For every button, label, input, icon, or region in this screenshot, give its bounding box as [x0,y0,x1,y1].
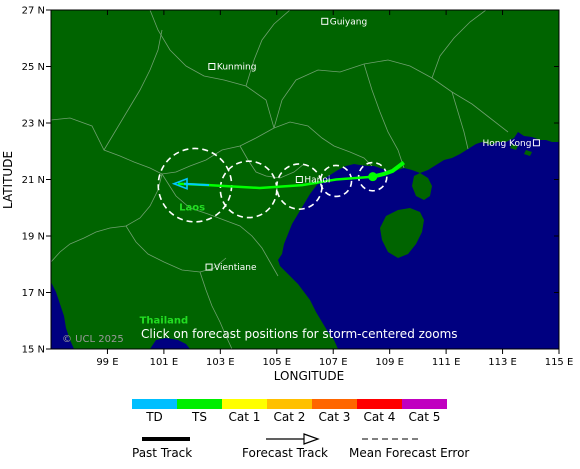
category-label: Cat 5 [409,410,441,424]
category-swatch [222,399,267,409]
city-label: Vientiane [214,263,257,273]
category-label: Cat 1 [229,410,261,424]
error-circle[interactable] [319,164,353,198]
y-tick-label: 25 N [22,62,45,73]
x-tick-label: 101 E [150,357,179,368]
city-markers: Guiyang Kunming Hong Kong Hanoi Vientiane [205,17,540,273]
category-swatch [357,399,402,409]
city-marker-icon [208,63,216,70]
x-tick-label: 107 E [319,357,348,368]
category-swatch [402,399,447,409]
x-tick-label: 105 E [262,357,291,368]
x-tick-label: 113 E [488,357,517,368]
past-track-line [372,160,406,179]
forecast-arrow-icon [171,177,188,190]
y-tick-label: 23 N [22,119,45,130]
category-label: TS [191,410,207,424]
category-label: Cat 4 [364,410,396,424]
error-circle[interactable] [219,160,278,219]
y-tick-label: 27 N [22,6,45,17]
hk-islands [510,144,532,156]
x-tick-label: 109 E [375,357,404,368]
x-tick-label: 115 E [545,357,574,368]
city-label: Hanoi [304,176,330,186]
category-swatch [177,399,222,409]
country-label: Thailand [140,316,189,327]
y-tick-label: 19 N [22,232,45,243]
category-swatch [312,399,357,409]
category-legend: TD TS Cat 1 Cat 2 Cat 3 Cat 4 Cat 5 [132,399,447,424]
forecast-track-label: Forecast Track [242,446,328,460]
past-track-label: Past Track [132,446,192,460]
credit-text: © UCL 2025 [62,334,124,345]
sea-area [278,132,559,349]
hainan-island [380,208,424,258]
country-labels: Laos Thailand [140,203,206,327]
x-tick-label: 99 E [96,357,118,368]
borders [51,10,509,349]
category-label: Cat 2 [274,410,306,424]
gulf-of-thailand [150,338,190,349]
x-axis-title: LONGITUDE [274,369,344,383]
y-tick-label: 21 N [22,175,45,186]
y-axis-title: LATITUDE [1,151,15,209]
arrow-icon [303,433,320,445]
forecast-track-legend: Forecast Track [242,433,328,460]
category-swatch [132,399,177,409]
city-marker-icon [295,176,303,183]
current-position-marker[interactable] [368,172,378,182]
x-tick-label: 111 E [432,357,461,368]
zoom-hint-text: Click on forecast positions for storm-ce… [141,327,458,341]
city-label: Hong Kong [482,139,531,149]
leizhou-peninsula [412,173,432,200]
storm-tracks [171,160,406,190]
forecast-td-segment [183,182,210,187]
city-label: Guiyang [330,17,367,27]
city-marker-icon [205,263,213,271]
y-tick-label: 17 N [22,288,45,299]
city-marker-icon [321,17,329,25]
error-legend: Mean Forecast Error [349,438,469,460]
city-marker-icon [532,139,540,147]
country-label: Laos [179,203,205,214]
category-swatch [267,399,312,409]
y-tick-label: 15 N [22,345,45,356]
x-tick-label: 103 E [206,357,235,368]
error-label: Mean Forecast Error [349,446,469,460]
category-label: TD [145,410,163,424]
past-track-legend: Past Track [132,437,192,460]
andaman-sea [51,282,74,349]
category-label: Cat 3 [319,410,351,424]
city-label: Kunming [217,63,257,73]
map-area[interactable]: Guiyang Kunming Hong Kong Hanoi Vientiane La… [51,10,559,349]
axes: 99 E 101 E 103 E 105 E 107 E 109 E 111 E 113 E 1… [22,6,574,369]
